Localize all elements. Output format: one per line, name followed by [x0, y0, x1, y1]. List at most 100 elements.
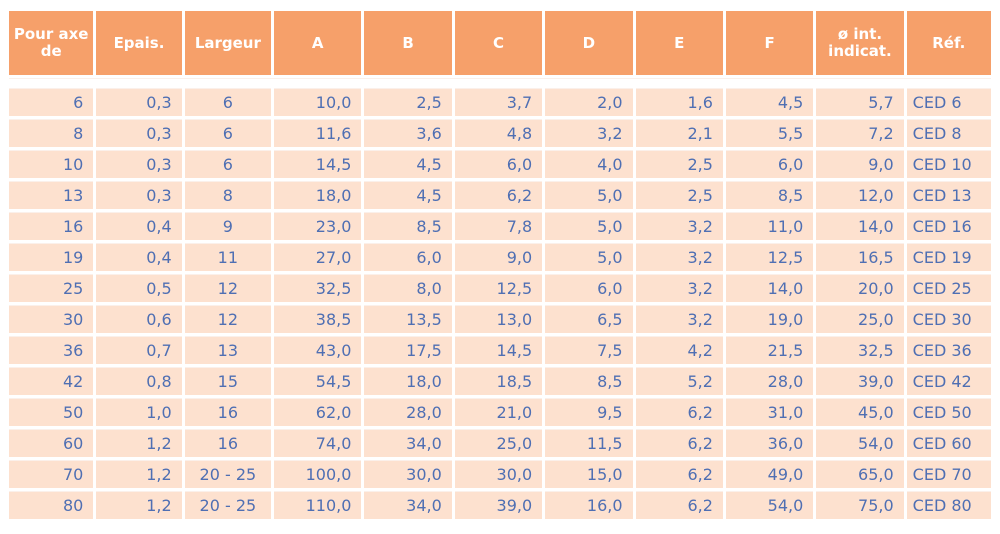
cell-ref: CED 10 [906, 150, 991, 178]
cell-a: 43,0 [274, 336, 362, 364]
cell-axe: 70 [9, 460, 94, 488]
cell-axe: 6 [9, 88, 94, 116]
cell-axe: 10 [9, 150, 94, 178]
cell-a: 62,0 [274, 398, 362, 426]
cell-d: 7,5 [545, 336, 633, 364]
cell-axe: 13 [9, 181, 94, 209]
cell-ref: CED 6 [906, 88, 991, 116]
cell-a: 74,0 [274, 429, 362, 457]
cell-c: 18,5 [454, 367, 543, 395]
cell-ref: CED 80 [906, 491, 991, 519]
cell-axe: 30 [9, 305, 94, 333]
cell-ref: CED 16 [906, 212, 991, 240]
col-header-a: A [274, 11, 362, 75]
cell-largeur: 16 [184, 398, 272, 426]
cell-b: 3,6 [364, 119, 452, 147]
cell-f: 28,0 [725, 367, 814, 395]
cell-e: 3,2 [635, 212, 723, 240]
cell-ref: CED 50 [906, 398, 991, 426]
cell-largeur: 11 [184, 243, 272, 271]
cell-a: 11,6 [274, 119, 362, 147]
cell-f: 14,0 [725, 274, 814, 302]
cell-epais: 0,3 [96, 181, 182, 209]
cell-epais: 0,7 [96, 336, 182, 364]
cell-b: 13,5 [364, 305, 452, 333]
cell-d: 6,0 [545, 274, 633, 302]
cell-epais: 0,3 [96, 150, 182, 178]
cell-axe: 25 [9, 274, 94, 302]
cell-e: 3,2 [635, 305, 723, 333]
cell-largeur: 13 [184, 336, 272, 364]
cell-ref: CED 42 [906, 367, 991, 395]
col-header-ref: Réf. [906, 11, 991, 75]
table-row: 25 0,5 12 32,5 8,0 12,5 6,0 3,2 14,0 20,0 CED 25 [9, 274, 991, 302]
cell-ref: CED 19 [906, 243, 991, 271]
cell-e: 6,2 [635, 429, 723, 457]
cell-e: 6,2 [635, 491, 723, 519]
cell-ref: CED 60 [906, 429, 991, 457]
cell-e: 1,6 [635, 88, 723, 116]
cell-c: 6,2 [454, 181, 543, 209]
cell-largeur: 6 [184, 119, 272, 147]
cell-largeur: 12 [184, 305, 272, 333]
cell-c: 21,0 [454, 398, 543, 426]
col-header-b: B [364, 11, 452, 75]
cell-b: 18,0 [364, 367, 452, 395]
cell-c: 3,7 [454, 88, 543, 116]
cell-axe: 60 [9, 429, 94, 457]
cell-largeur: 16 [184, 429, 272, 457]
cell-int-diameter: 25,0 [816, 305, 904, 333]
cell-axe: 36 [9, 336, 94, 364]
table-row: 42 0,8 15 54,5 18,0 18,5 8,5 5,2 28,0 39,0 CED 42 [9, 367, 991, 395]
cell-f: 19,0 [725, 305, 814, 333]
table-row: 80 1,2 20 - 25 110,0 34,0 39,0 16,0 6,2 54,0 75,0… [9, 491, 991, 519]
cell-c: 25,0 [454, 429, 543, 457]
cell-ref: CED 36 [906, 336, 991, 364]
col-header-int-diameter: ø int. indicat. [816, 11, 904, 75]
cell-c: 14,5 [454, 336, 543, 364]
cell-c: 13,0 [454, 305, 543, 333]
table-row: 19 0,4 11 27,0 6,0 9,0 5,0 3,2 12,5 16,5 CED 19 [9, 243, 991, 271]
cell-e: 3,2 [635, 243, 723, 271]
cell-f: 49,0 [725, 460, 814, 488]
header-gap [9, 78, 991, 85]
cell-epais: 0,3 [96, 119, 182, 147]
cell-c: 12,5 [454, 274, 543, 302]
table-row: 36 0,7 13 43,0 17,5 14,5 7,5 4,2 21,5 32,5 CED 36 [9, 336, 991, 364]
cell-d: 15,0 [545, 460, 633, 488]
cell-b: 2,5 [364, 88, 452, 116]
cell-a: 38,5 [274, 305, 362, 333]
table-row: 30 0,6 12 38,5 13,5 13,0 6,5 3,2 19,0 25,0 CED 30 [9, 305, 991, 333]
cell-int-diameter: 12,0 [816, 181, 904, 209]
col-header-d: D [545, 11, 633, 75]
cell-largeur: 12 [184, 274, 272, 302]
cell-ref: CED 8 [906, 119, 991, 147]
cell-epais: 1,2 [96, 491, 182, 519]
cell-c: 9,0 [454, 243, 543, 271]
cell-d: 6,5 [545, 305, 633, 333]
cell-epais: 0,3 [96, 88, 182, 116]
cell-largeur: 6 [184, 88, 272, 116]
header-row: Pour axe de Epais. Largeur A B C D E F ø… [9, 11, 991, 75]
cell-int-diameter: 7,2 [816, 119, 904, 147]
cell-b: 8,0 [364, 274, 452, 302]
cell-f: 12,5 [725, 243, 814, 271]
cell-int-diameter: 39,0 [816, 367, 904, 395]
cell-epais: 0,8 [96, 367, 182, 395]
table-row: 50 1,0 16 62,0 28,0 21,0 9,5 6,2 31,0 45,0 CED 50 [9, 398, 991, 426]
cell-b: 34,0 [364, 491, 452, 519]
cell-d: 16,0 [545, 491, 633, 519]
table-row: 8 0,3 6 11,6 3,6 4,8 3,2 2,1 5,5 7,2 CED 8 [9, 119, 991, 147]
cell-e: 2,5 [635, 150, 723, 178]
cell-axe: 50 [9, 398, 94, 426]
cell-d: 9,5 [545, 398, 633, 426]
table-row: 10 0,3 6 14,5 4,5 6,0 4,0 2,5 6,0 9,0 CED 10 [9, 150, 991, 178]
col-header-axe: Pour axe de [9, 11, 94, 75]
cell-int-diameter: 14,0 [816, 212, 904, 240]
cell-int-diameter: 9,0 [816, 150, 904, 178]
cell-ref: CED 25 [906, 274, 991, 302]
cell-a: 18,0 [274, 181, 362, 209]
cell-c: 6,0 [454, 150, 543, 178]
cell-f: 31,0 [725, 398, 814, 426]
col-header-f: F [725, 11, 814, 75]
